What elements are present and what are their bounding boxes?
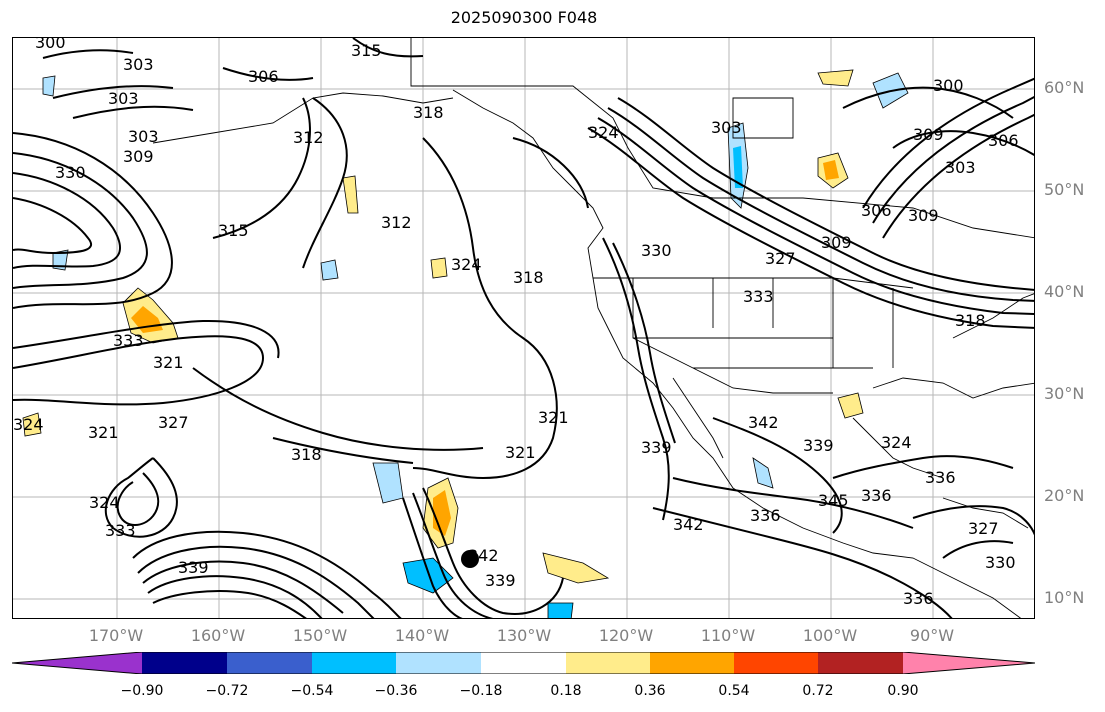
graticule: [13, 38, 1034, 618]
contour-label: 327: [765, 249, 796, 268]
lon-label-170w: 170°W: [88, 626, 144, 645]
colorbar-segment: [650, 652, 734, 674]
contour-label: 336: [925, 468, 956, 487]
colorbar-segments: [12, 652, 1035, 674]
colorbar-tick: −0.72: [205, 683, 249, 699]
colorbar-segment: [734, 652, 818, 674]
contour-label: 321: [153, 353, 184, 372]
contour-labels: 300 303 303 306 315 303 309 330 312 318 …: [13, 38, 1019, 608]
contour-label: 342: [748, 413, 779, 432]
contour-label: 303: [128, 127, 159, 146]
contour-label: 327: [968, 519, 999, 538]
lon-label-120w: 120°W: [598, 626, 654, 645]
lat-label-10n: 10°N: [1044, 588, 1085, 607]
colorbar-tick: −0.18: [459, 683, 503, 699]
contour-label: 336: [750, 506, 781, 525]
contour-label: 324: [13, 415, 44, 434]
colorbar-segment: [312, 652, 396, 674]
colorbar-segment: [903, 652, 1035, 674]
contour-label: 300: [933, 76, 964, 95]
contour-label: 318: [955, 311, 986, 330]
colorbar-segment: [818, 652, 903, 674]
colorbar-segment: [227, 652, 312, 674]
colorbar-tick: 0.54: [718, 683, 750, 699]
colorbar-tick: −0.90: [120, 683, 164, 699]
lon-label-130w: 130°W: [496, 626, 552, 645]
colorbar-segment: [142, 652, 227, 674]
contour-label: 306: [248, 67, 279, 86]
lat-label-20n: 20°N: [1044, 486, 1085, 505]
colorbar-tick: −0.36: [374, 683, 418, 699]
contour-label: 306: [861, 201, 892, 220]
colorbar: [12, 652, 1035, 674]
contour-label: 339: [641, 438, 672, 457]
contour-label: 330: [641, 241, 672, 260]
lon-label-140w: 140°W: [394, 626, 450, 645]
lon-label-110w: 110°W: [700, 626, 756, 645]
contour-label: 306: [988, 131, 1019, 150]
map-svg: 300 303 303 306 315 303 309 330 312 318 …: [13, 38, 1034, 618]
contour-label: 303: [108, 89, 139, 108]
colorbar-segment: [12, 652, 142, 674]
contour-label: 333: [105, 521, 136, 540]
colorbar-tick: 0.18: [550, 683, 582, 699]
contour-label: 309: [913, 125, 944, 144]
contour-label: 312: [381, 213, 412, 232]
lon-label-160w: 160°W: [190, 626, 246, 645]
contour-label: 321: [538, 408, 569, 427]
contour-label: 309: [123, 147, 154, 166]
contour-label: 315: [351, 41, 382, 60]
map-title: 2025090300 F048: [450, 8, 598, 27]
contour-label: 321: [505, 443, 536, 462]
contour-label: 342: [673, 515, 704, 534]
storm-center-marker: [461, 550, 479, 568]
shaded-anomalies: [22, 69, 909, 618]
lon-label-100w: 100°W: [802, 626, 858, 645]
contour-label: 327: [158, 413, 189, 432]
contour-label: 324: [881, 433, 912, 452]
contour-label: 330: [985, 553, 1016, 572]
contour-label: 324: [451, 255, 482, 274]
contour-label: 324: [89, 493, 120, 512]
lon-label-150w: 150°W: [292, 626, 348, 645]
lon-label-90w: 90°W: [909, 626, 955, 645]
contour-label: 309: [821, 233, 852, 252]
contour-label: 318: [413, 103, 444, 122]
lat-label-30n: 30°N: [1044, 384, 1085, 403]
contour-label: 324: [588, 123, 619, 142]
colorbar-tick: 0.72: [802, 683, 834, 699]
contour-label: 330: [55, 163, 86, 182]
lat-label-50n: 50°N: [1044, 180, 1085, 199]
contour-label: 339: [803, 436, 834, 455]
contour-label: 345: [818, 491, 849, 510]
contour-label: 303: [711, 118, 742, 137]
contour-label: 309: [908, 206, 939, 225]
lat-label-40n: 40°N: [1044, 282, 1085, 301]
contour-label: 303: [945, 158, 976, 177]
contour-label: 303: [123, 55, 154, 74]
contour-label: 333: [743, 287, 774, 306]
contour-label: 336: [861, 486, 892, 505]
colorbar-tick: 0.36: [634, 683, 666, 699]
contour-label: 339: [485, 571, 516, 590]
contour-label: 321: [88, 423, 119, 442]
colorbar-tick: 0.90: [887, 683, 919, 699]
lat-label-60n: 60°N: [1044, 78, 1085, 97]
colorbar-segment: [481, 652, 566, 674]
contour-label: 333: [113, 331, 144, 350]
colorbar-segment: [396, 652, 481, 674]
contour-lines: [13, 38, 1034, 618]
contour-label: 339: [178, 558, 209, 577]
contour-label: 318: [291, 445, 322, 464]
contour-label: 336: [903, 589, 934, 608]
map-panel: 300 303 303 306 315 303 309 330 312 318 …: [12, 37, 1035, 619]
contour-label: 318: [513, 268, 544, 287]
contour-label: 312: [293, 128, 324, 147]
colorbar-segment: [566, 652, 650, 674]
colorbar-tick: −0.54: [290, 683, 334, 699]
contour-label: 300: [35, 38, 66, 52]
coastlines: [152, 38, 1034, 618]
contour-label: 315: [218, 221, 249, 240]
